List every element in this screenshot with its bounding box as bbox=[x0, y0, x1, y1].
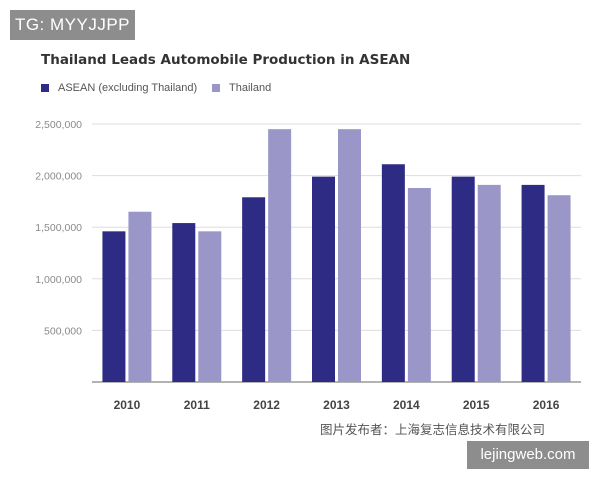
legend-label-thailand: Thailand bbox=[229, 82, 272, 94]
watermark-tag: TG: MYYJJPP bbox=[10, 10, 135, 40]
y-tick-label: 1,000,000 bbox=[35, 274, 82, 286]
bar-asean bbox=[242, 197, 266, 382]
site-watermark: lejingweb.com bbox=[467, 441, 589, 469]
bar-thailand bbox=[407, 187, 431, 382]
x-tick-label: 2012 bbox=[253, 398, 280, 412]
legend-item-thailand: Thailand bbox=[212, 82, 271, 94]
bar-thailand bbox=[268, 129, 292, 382]
bar-asean bbox=[521, 184, 545, 382]
bar-thailand bbox=[547, 195, 571, 382]
x-tick-label: 2011 bbox=[184, 398, 210, 412]
x-tick-label: 2016 bbox=[533, 398, 560, 412]
bar-thailand bbox=[338, 129, 361, 382]
bar-asean bbox=[102, 231, 126, 382]
y-tick-label: 500,000 bbox=[44, 325, 82, 337]
legend-swatch-thailand bbox=[212, 84, 220, 92]
x-tick-label: 2010 bbox=[114, 398, 141, 412]
x-tick-label: 2015 bbox=[463, 398, 490, 412]
x-tick-label: 2013 bbox=[323, 398, 350, 412]
y-tick-label: 2,500,000 bbox=[35, 119, 82, 131]
legend-swatch-asean bbox=[41, 84, 49, 92]
y-tick-label: 1,500,000 bbox=[35, 222, 82, 234]
x-tick-label: 2014 bbox=[393, 398, 420, 412]
bar-thailand bbox=[477, 184, 501, 382]
bar-asean bbox=[172, 223, 196, 382]
bar-thailand bbox=[198, 231, 222, 382]
bar-asean bbox=[381, 164, 405, 382]
bar-thailand bbox=[128, 211, 152, 382]
image-credit: 图片发布者：上海复志信息技术有限公司 bbox=[320, 422, 546, 437]
chart-title: Thailand Leads Automobile Production in … bbox=[41, 52, 411, 68]
bar-asean bbox=[451, 176, 475, 382]
y-tick-label: 2,000,000 bbox=[35, 171, 82, 183]
bar-asean bbox=[312, 176, 335, 382]
legend-label-asean: ASEAN (excluding Thailand) bbox=[58, 82, 198, 94]
legend-item-asean: ASEAN (excluding Thailand) bbox=[41, 82, 197, 94]
